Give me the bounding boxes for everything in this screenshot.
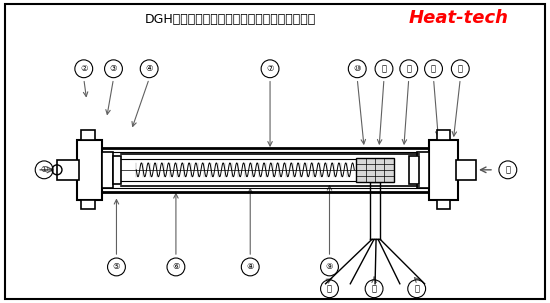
Text: ⑪: ⑪ <box>382 64 387 73</box>
Text: ⑩: ⑩ <box>354 64 361 73</box>
Text: ⑱: ⑱ <box>505 165 510 174</box>
Text: ⑧: ⑧ <box>246 262 254 271</box>
Bar <box>409 156 419 184</box>
Bar <box>356 158 394 182</box>
Bar <box>417 152 428 188</box>
Bar <box>428 140 458 200</box>
Text: ④: ④ <box>145 64 153 73</box>
Text: ②: ② <box>80 64 87 73</box>
Text: ⑥: ⑥ <box>172 262 180 271</box>
Text: ⑰: ⑰ <box>458 64 463 73</box>
Text: ⑫: ⑫ <box>406 64 411 73</box>
Bar <box>437 200 450 209</box>
Text: ⑤: ⑤ <box>113 262 120 271</box>
Bar <box>77 140 102 200</box>
Text: Heat-tech: Heat-tech <box>408 9 508 27</box>
Bar <box>57 160 79 180</box>
Text: DGH（二重ガラス管）型熱風ヒーター基本構造: DGH（二重ガラス管）型熱風ヒーター基本構造 <box>145 13 316 26</box>
Text: ⑭: ⑭ <box>372 284 377 293</box>
Bar <box>102 152 113 188</box>
Text: ⑮: ⑮ <box>414 284 419 293</box>
Bar <box>437 130 450 140</box>
Bar <box>81 200 95 209</box>
Text: ⑬: ⑬ <box>327 284 332 293</box>
Text: ①: ① <box>40 165 48 174</box>
Text: ⑦: ⑦ <box>266 64 274 73</box>
Text: ⑨: ⑨ <box>326 262 333 271</box>
Bar <box>81 130 95 140</box>
Text: ③: ③ <box>110 64 117 73</box>
Bar <box>113 156 122 184</box>
Bar <box>456 160 476 180</box>
Text: ⑯: ⑯ <box>431 64 436 73</box>
